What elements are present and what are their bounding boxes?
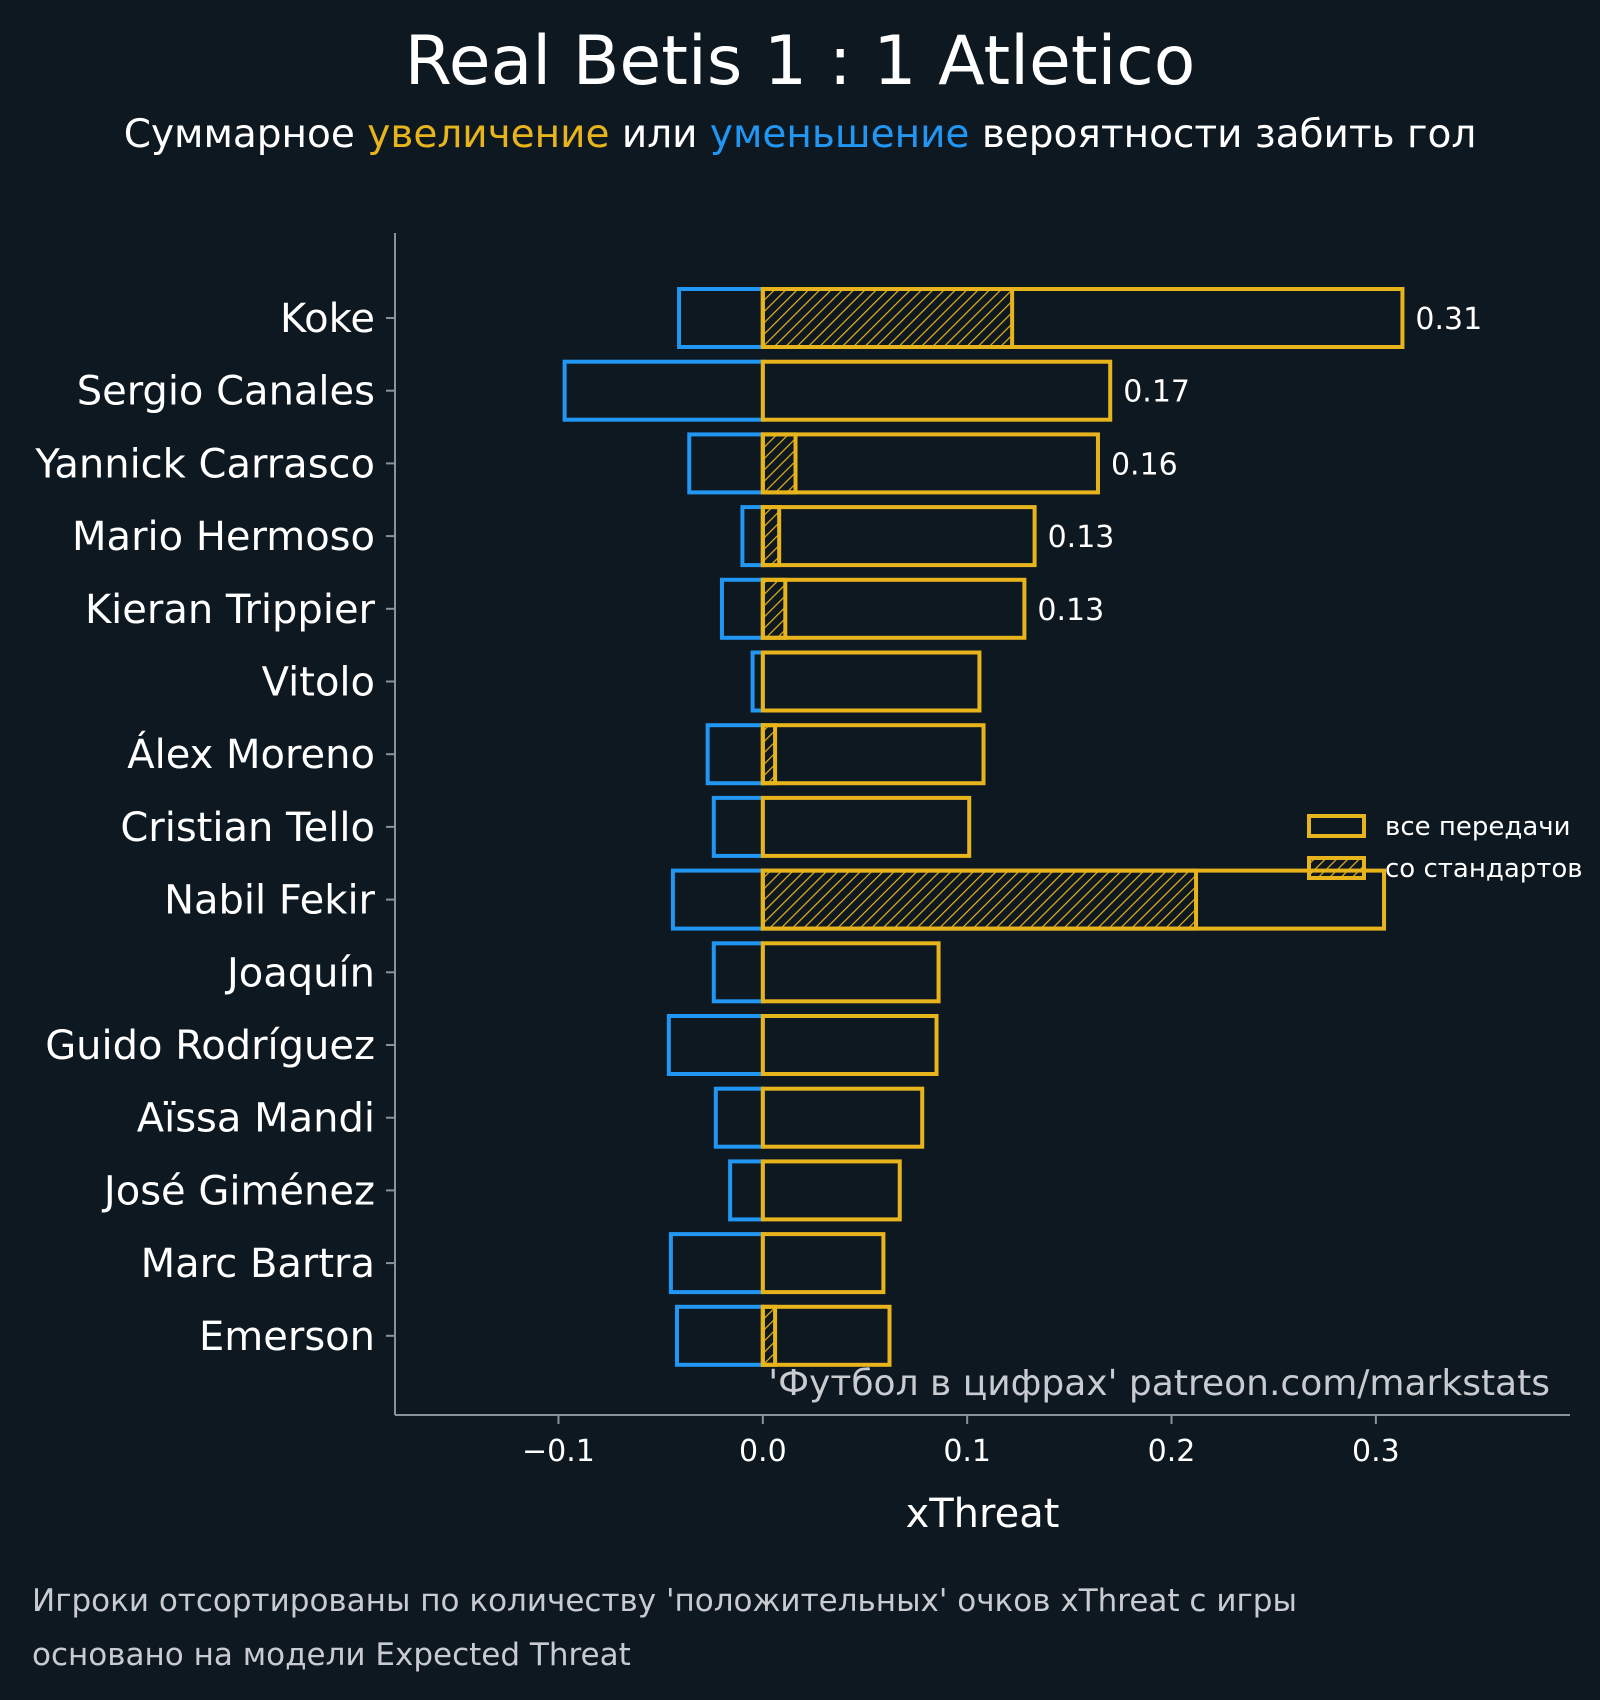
setpiece-bar	[760, 287, 1015, 349]
all-passes-bar	[760, 723, 986, 786]
player-label: Aïssa Mandi	[137, 1096, 375, 1142]
setpiece-bar	[760, 432, 798, 495]
player-label: Nabil Fekir	[164, 878, 375, 924]
player-label: Yannick Carrasco	[34, 441, 375, 487]
legend-label: со стандартов	[1385, 854, 1583, 884]
value-label: 0.13	[1048, 520, 1115, 555]
negative-bar	[666, 1014, 765, 1076]
negative-bar	[668, 1232, 765, 1295]
all-passes-bar	[760, 795, 972, 858]
player-label: Sergio Canales	[77, 369, 375, 415]
all-passes-bar	[760, 650, 982, 713]
negative-bar	[705, 723, 765, 786]
player-label: Kieran Trippier	[85, 587, 376, 633]
negative-bar	[677, 287, 765, 349]
footnote-sorting: Игроки отсортированы по количеству 'поло…	[32, 1583, 1297, 1619]
watermark: 'Футбол в цифрах' patreon.com/markstats	[768, 1363, 1550, 1404]
legend-swatch	[1307, 856, 1366, 880]
all-passes-bar	[760, 1086, 925, 1149]
all-passes-bar	[760, 1014, 939, 1076]
subtitle-prefix: Суммарное	[123, 112, 368, 157]
all-passes-bar	[760, 505, 1037, 568]
subtitle-suffix: вероятности забить гол	[969, 112, 1477, 157]
negative-bar	[670, 868, 765, 931]
setpiece-bar	[760, 577, 788, 640]
subtitle-middle: или	[609, 112, 710, 157]
value-label: 0.13	[1037, 593, 1104, 628]
x-tick-label: 0.2	[1148, 1434, 1196, 1469]
all-passes-bar	[760, 868, 1387, 931]
chart-subtitle: Суммарное увеличение или уменьшение веро…	[0, 112, 1600, 157]
negative-bar	[713, 1086, 765, 1149]
chart-title: Real Betis 1 : 1 Atletico	[404, 22, 1196, 101]
x-tick-label: 0.0	[739, 1434, 787, 1469]
x-tick-label: −0.1	[522, 1434, 595, 1469]
negative-bar	[719, 577, 765, 640]
player-label: Joaquín	[224, 950, 375, 996]
x-tick-label: 0.3	[1352, 1434, 1400, 1469]
all-passes-bar	[760, 1159, 902, 1222]
negative-bar	[740, 505, 765, 568]
player-label: Mario Hermoso	[72, 514, 375, 560]
legend-swatch	[1307, 814, 1366, 838]
x-tick-label: 0.1	[943, 1434, 991, 1469]
all-passes-bar	[760, 1232, 886, 1295]
subtitle-decrease: уменьшение	[709, 112, 970, 157]
negative-bar	[728, 1159, 765, 1222]
value-label: 0.16	[1111, 447, 1178, 482]
negative-bar	[562, 359, 765, 422]
all-passes-bar	[760, 1304, 892, 1367]
player-label: Marc Bartra	[141, 1241, 375, 1287]
x-axis-label: xThreat	[906, 1491, 1060, 1537]
player-label: Cristian Tello	[120, 805, 375, 851]
negative-bar	[687, 432, 765, 495]
subtitle-increase: увеличение	[367, 112, 610, 157]
all-passes-bar	[760, 287, 1405, 349]
value-label: 0.31	[1415, 302, 1482, 337]
setpiece-bar	[760, 505, 782, 568]
all-passes-bar	[760, 577, 1027, 640]
negative-bar	[711, 795, 765, 858]
value-label: 0.17	[1123, 375, 1190, 410]
player-label: Álex Moreno	[127, 730, 375, 778]
setpiece-bar	[760, 868, 1199, 931]
player-label: José Giménez	[101, 1168, 375, 1214]
legend-label: все передачи	[1385, 812, 1571, 842]
player-label: Guido Rodríguez	[45, 1023, 375, 1069]
all-passes-bar	[760, 359, 1113, 422]
player-label: Koke	[280, 296, 375, 342]
player-label: Vitolo	[262, 660, 375, 706]
negative-bar	[675, 1304, 765, 1367]
footnote-model: основано на модели Expected Threat	[32, 1637, 631, 1673]
all-passes-bar	[760, 432, 1100, 495]
negative-bar	[711, 941, 765, 1004]
player-label: Emerson	[199, 1314, 375, 1360]
all-passes-bar	[760, 941, 941, 1004]
